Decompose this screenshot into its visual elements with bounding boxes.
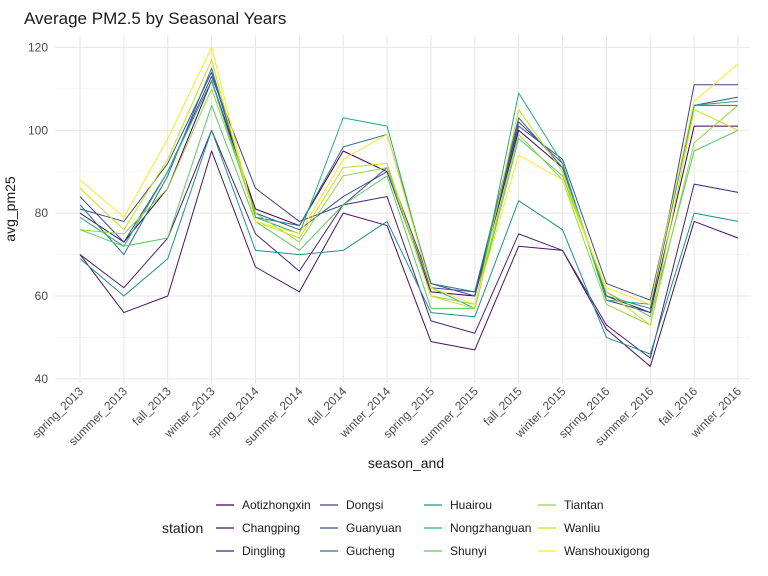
legend-label: Wanliu: [564, 521, 600, 535]
series-line-changping: [79, 150, 739, 367]
series-line-nongzhanguan: [79, 80, 739, 309]
x-tick-label: fall_2014: [305, 384, 350, 429]
series-line-wanshouxigong: [79, 46, 739, 305]
y-tick-label: 100: [28, 123, 48, 137]
y-tick-label: 60: [35, 289, 49, 303]
series-line-dongsi: [79, 75, 738, 314]
legend: station Aotizhongxin Changping Dingling Don…: [162, 498, 650, 558]
legend-label: Huairou: [450, 498, 492, 512]
y-tick-label: 80: [35, 206, 49, 220]
y-axis-ticks: 40 60 80 100 120: [28, 40, 48, 385]
series-line-tiantan: [79, 88, 739, 326]
x-tick-label: fall_2015: [480, 384, 525, 429]
legend-label: Changping: [242, 521, 300, 535]
legend-label: Gucheng: [346, 544, 395, 558]
y-axis-label: avg_pm25: [2, 176, 18, 242]
legend-label: Nongzhanguan: [450, 521, 531, 535]
x-tick-label: fall_2016: [656, 384, 701, 429]
legend-label: Tiantan: [564, 498, 604, 512]
legend-title: station: [162, 520, 203, 536]
series-line-dingling: [79, 129, 739, 359]
legend-label: Dingling: [242, 544, 285, 558]
legend-label: Shunyi: [450, 544, 487, 558]
x-axis-label: season_and: [368, 455, 444, 471]
series-line-shunyi: [79, 104, 739, 318]
series-lines: [79, 46, 739, 367]
legend-label: Guanyuan: [346, 521, 401, 535]
legend-label: Dongsi: [346, 498, 383, 512]
y-tick-label: 120: [28, 40, 48, 54]
legend-label: Aotizhongxin: [242, 498, 311, 512]
legend-label: Wanshouxigong: [564, 544, 650, 558]
series-line-huairou: [79, 129, 739, 355]
series-line-gucheng: [79, 67, 738, 309]
chart-title: Average PM2.5 by Seasonal Years: [24, 9, 286, 28]
x-tick-label: fall_2013: [130, 384, 175, 429]
y-tick-label: 40: [35, 372, 49, 386]
series-line-wanliu: [79, 59, 739, 326]
